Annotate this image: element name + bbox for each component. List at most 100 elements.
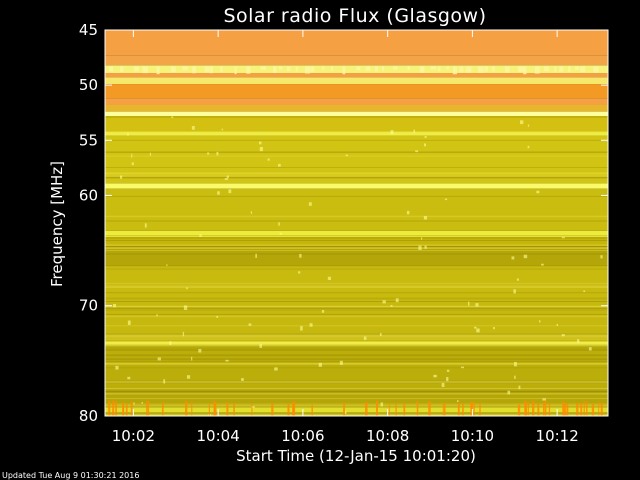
burst-feature: [310, 66, 315, 73]
texture-streak: [105, 380, 608, 382]
x-axis-label: Start Time (12-Jan-15 10:01:20): [236, 447, 476, 465]
x-tick-label: 10:06: [281, 427, 324, 445]
burst-feature: [381, 66, 384, 71]
frequency-band-22: [105, 407, 608, 413]
texture-streak: [105, 237, 608, 239]
texture-speck: [248, 323, 252, 326]
burst-feature: [304, 66, 311, 74]
texture-speck: [298, 271, 301, 274]
texture-streak: [105, 172, 608, 175]
rfi-spike: [292, 404, 295, 416]
frequency-band-21: [105, 391, 608, 408]
texture-streak: [105, 116, 608, 118]
rfi-spike: [161, 402, 164, 416]
texture-speck: [318, 362, 322, 367]
texture-speck: [127, 320, 131, 325]
burst-feature: [554, 66, 557, 73]
rfi-spike: [473, 402, 475, 416]
texture-streak: [105, 392, 608, 395]
rfi-spike: [112, 400, 115, 416]
frequency-band-4: [105, 77, 608, 85]
burst-feature: [518, 66, 524, 73]
texture-speck: [133, 402, 135, 405]
burst-feature: [109, 66, 114, 72]
texture-streak: [105, 167, 608, 168]
y-axis-label: Frequency [MHz]: [48, 161, 66, 287]
frequency-band-19: [105, 341, 608, 347]
texture-streak: [105, 403, 608, 405]
texture-speck: [339, 360, 343, 365]
texture-speck: [461, 366, 465, 369]
texture-speck: [186, 287, 188, 290]
texture-speck: [538, 320, 541, 323]
frequency-band-14: [105, 230, 608, 238]
chart-title: Solar radio Flux (Glasgow): [223, 5, 486, 27]
texture-speck: [395, 298, 399, 303]
texture-streak: [105, 414, 608, 416]
texture-speck: [382, 300, 386, 304]
burst-feature: [272, 66, 277, 73]
x-tick-label: 10:10: [451, 427, 494, 445]
texture-speck: [379, 333, 382, 337]
rfi-spike: [563, 403, 566, 416]
frequency-band-6: [105, 98, 608, 105]
texture-speck: [279, 232, 282, 235]
texture-speck: [309, 323, 313, 327]
texture-speck: [583, 290, 586, 293]
texture-speck: [518, 385, 521, 390]
texture-streak: [105, 284, 608, 286]
frequency-band-15: [105, 237, 608, 247]
rfi-spike: [576, 403, 579, 416]
plot-frame: [104, 29, 609, 417]
texture-speck: [406, 210, 410, 215]
texture-speck: [207, 152, 210, 155]
texture-streak: [105, 282, 608, 285]
frequency-band-11: [105, 135, 608, 184]
texture-speck: [527, 145, 530, 149]
burst-feature: [419, 66, 425, 73]
texture-speck: [228, 189, 232, 194]
burst-feature: [119, 66, 124, 73]
texture-streak: [105, 131, 608, 134]
texture-streak: [105, 354, 608, 357]
rfi-spike: [365, 402, 368, 416]
texture-speck: [221, 128, 224, 131]
texture-streak: [105, 336, 608, 338]
y-tick-label: 55: [79, 131, 98, 149]
texture-speck: [127, 132, 129, 136]
rfi-spike: [548, 403, 551, 416]
rfi-spike: [233, 403, 235, 416]
texture-speck: [119, 175, 123, 179]
rfi-spike: [311, 404, 313, 416]
texture-streak: [105, 155, 608, 157]
rfi-spike: [191, 401, 193, 416]
burst-feature: [260, 66, 267, 70]
burst-feature: [430, 66, 437, 70]
texture-speck: [433, 374, 437, 378]
frequency-band-1: [105, 55, 608, 66]
rfi-spike: [479, 403, 481, 416]
frequency-band-3: [105, 73, 608, 78]
frequency-band-20: [105, 346, 608, 392]
y-tick-label: 50: [79, 76, 98, 94]
frequency-band-13: [105, 188, 608, 231]
texture-streak: [105, 334, 608, 337]
texture-speck: [523, 254, 528, 259]
texture-speck: [421, 237, 423, 240]
texture-speck: [225, 359, 229, 362]
texture-streak: [105, 380, 608, 383]
texture-streak: [105, 325, 608, 327]
texture-speck: [536, 190, 540, 194]
burst-feature: [504, 66, 510, 73]
texture-speck: [475, 303, 479, 307]
rfi-spike: [208, 403, 210, 416]
texture-speck: [327, 276, 332, 280]
x-tick-label: 10:12: [536, 427, 579, 445]
texture-speck: [513, 361, 517, 367]
rfi-spike: [458, 402, 460, 416]
burst-feature: [568, 66, 571, 72]
rfi-spike: [271, 403, 274, 416]
burst-feature: [559, 66, 564, 72]
texture-streak: [105, 362, 608, 365]
